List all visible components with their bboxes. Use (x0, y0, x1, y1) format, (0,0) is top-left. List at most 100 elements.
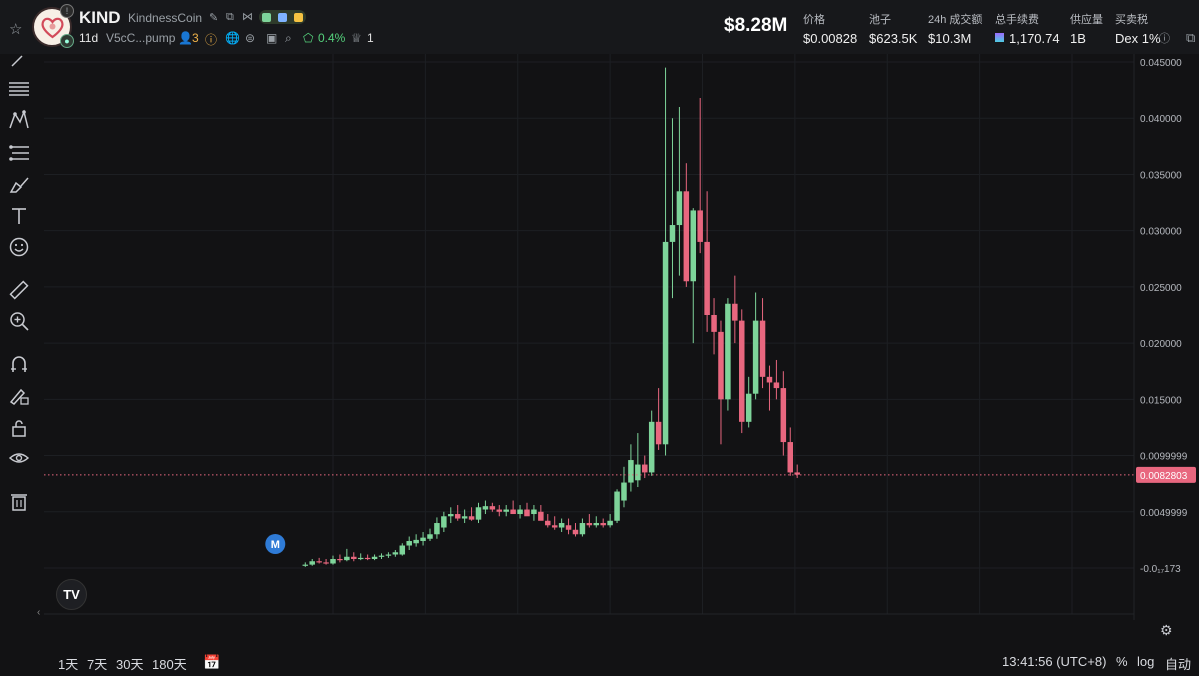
candle-body (302, 564, 309, 566)
lightning-icon (293, 12, 303, 22)
heart-logo-icon (41, 17, 64, 39)
badge-icon (262, 12, 272, 22)
range-180d-button[interactable]: 180天 (152, 657, 187, 672)
settings-gear-icon[interactable]: ⚙ (1160, 622, 1173, 638)
candle-body (565, 525, 572, 530)
y-tick-label: 0.030000 (1140, 227, 1182, 238)
candle-body (593, 523, 600, 526)
tradingview-logo[interactable]: TV (56, 579, 87, 610)
zoom-in-icon[interactable] (8, 310, 30, 332)
range-7d-button[interactable]: 7天 (87, 657, 108, 672)
candle-body (420, 537, 426, 542)
candle-body (773, 382, 780, 389)
candle-body (600, 523, 606, 526)
calendar-icon[interactable]: 📅 (203, 654, 221, 670)
lock-icon[interactable] (8, 417, 30, 439)
edit-icon[interactable]: ✎ (209, 12, 219, 24)
holders-count: 3 (192, 31, 199, 45)
liquidity-percent: 0.4% (318, 31, 346, 45)
search-icon[interactable]: ⌕ (285, 31, 292, 45)
star-icon[interactable]: ☆ (9, 21, 23, 38)
candle-body (635, 464, 641, 481)
candle-body (739, 320, 745, 422)
candle-body (579, 523, 586, 535)
stat-value: Dex 1% (1115, 31, 1161, 46)
stat-tax: 买卖税 Dex 1% (1115, 11, 1161, 46)
text-icon[interactable] (8, 205, 30, 227)
warning-icon[interactable]: ⓘ (205, 33, 218, 47)
globe-icon[interactable]: 🌐 (225, 31, 240, 45)
y-tick-label: 0.025000 (1140, 283, 1182, 294)
candle-body (524, 509, 530, 517)
candle-body (309, 561, 315, 565)
magnet-icon[interactable] (8, 353, 30, 375)
telegram-icon[interactable]: ▣ (266, 31, 278, 45)
y-tick-label: 0.0099999 (1140, 452, 1188, 463)
help-icon[interactable]: ⓘ (1159, 33, 1170, 45)
eye-icon[interactable] (8, 447, 30, 469)
trendline-icon[interactable] (8, 54, 30, 76)
log-toggle[interactable]: log (1137, 654, 1155, 669)
info-icon[interactable]: ! (60, 4, 74, 18)
stat-value: 1B (1070, 31, 1086, 46)
copy-icon[interactable]: ⧉ (226, 11, 234, 23)
candle-body (510, 509, 516, 515)
candle-body (351, 556, 357, 560)
horizontal-lines-icon[interactable] (8, 78, 30, 100)
stat-value: $0.00828 (803, 31, 858, 46)
candle-body (607, 520, 613, 526)
range-1d-button[interactable]: 1天 (58, 657, 79, 672)
candle-body (704, 241, 710, 315)
price-chart[interactable]: 0.045000 0.040000 0.035000 0.030000 0.025000… (44, 54, 1199, 637)
candle-body (794, 472, 800, 475)
twitter-icon[interactable]: ⊜ (245, 31, 256, 45)
candle-body (316, 561, 322, 563)
candle-body (683, 191, 690, 282)
time-display[interactable]: 13:41:56 (UTC+8) (1002, 654, 1107, 669)
candle-body (752, 320, 759, 394)
last-price-label: 0.0082803 (1140, 471, 1188, 482)
candle-body (448, 514, 454, 517)
candle-body (337, 559, 343, 561)
candle-body (787, 442, 794, 473)
candle-body (662, 241, 669, 445)
candle-body (676, 191, 683, 226)
stat-price: 价格 $0.00828 (803, 11, 857, 46)
candle-body (732, 303, 738, 321)
candle-body (628, 460, 634, 483)
fib-icon[interactable] (8, 142, 30, 164)
holders-icon: 👤 (178, 31, 193, 45)
auto-toggle[interactable]: 自动 (1165, 657, 1192, 672)
stat-value: 1,170.74 (995, 31, 1060, 46)
pattern-icon[interactable] (8, 109, 30, 131)
stat-pool: 池子 $623.5K (869, 11, 917, 46)
contract-address[interactable]: V5cC...pump (106, 31, 176, 45)
candle-body (614, 491, 620, 521)
range-30d-button[interactable]: 30天 (116, 657, 144, 672)
ruler-icon[interactable] (8, 279, 30, 301)
candle-body (427, 534, 433, 539)
pencil-lock-icon[interactable] (8, 385, 30, 407)
chart-svg[interactable]: 0.045000 0.040000 0.035000 0.030000 0.025000… (44, 54, 1199, 637)
candle-body (385, 554, 392, 556)
brush-icon[interactable] (8, 174, 30, 196)
trash-icon[interactable] (8, 490, 30, 512)
candle-body (454, 514, 461, 519)
stat-value: $623.5K (869, 31, 918, 46)
candle-body (648, 421, 655, 473)
candle-body (399, 545, 406, 555)
copy-icon[interactable]: ⧉ (1186, 30, 1196, 45)
emoji-icon[interactable] (8, 236, 30, 258)
candle-body (725, 303, 731, 400)
candle-body (759, 320, 766, 377)
fees-value: 1,170.74 (1009, 31, 1060, 46)
share-icon[interactable]: ⋈ (242, 11, 253, 23)
candle-body (531, 509, 537, 515)
candle-body (538, 511, 544, 521)
token-ticker: KIND (79, 8, 121, 27)
candle-body (745, 393, 752, 422)
y-tick-label: 0.035000 (1140, 170, 1182, 181)
candle-body (586, 523, 593, 526)
percent-toggle[interactable]: % (1116, 654, 1128, 669)
collapse-toolbar-icon[interactable]: ‹ (37, 607, 41, 618)
